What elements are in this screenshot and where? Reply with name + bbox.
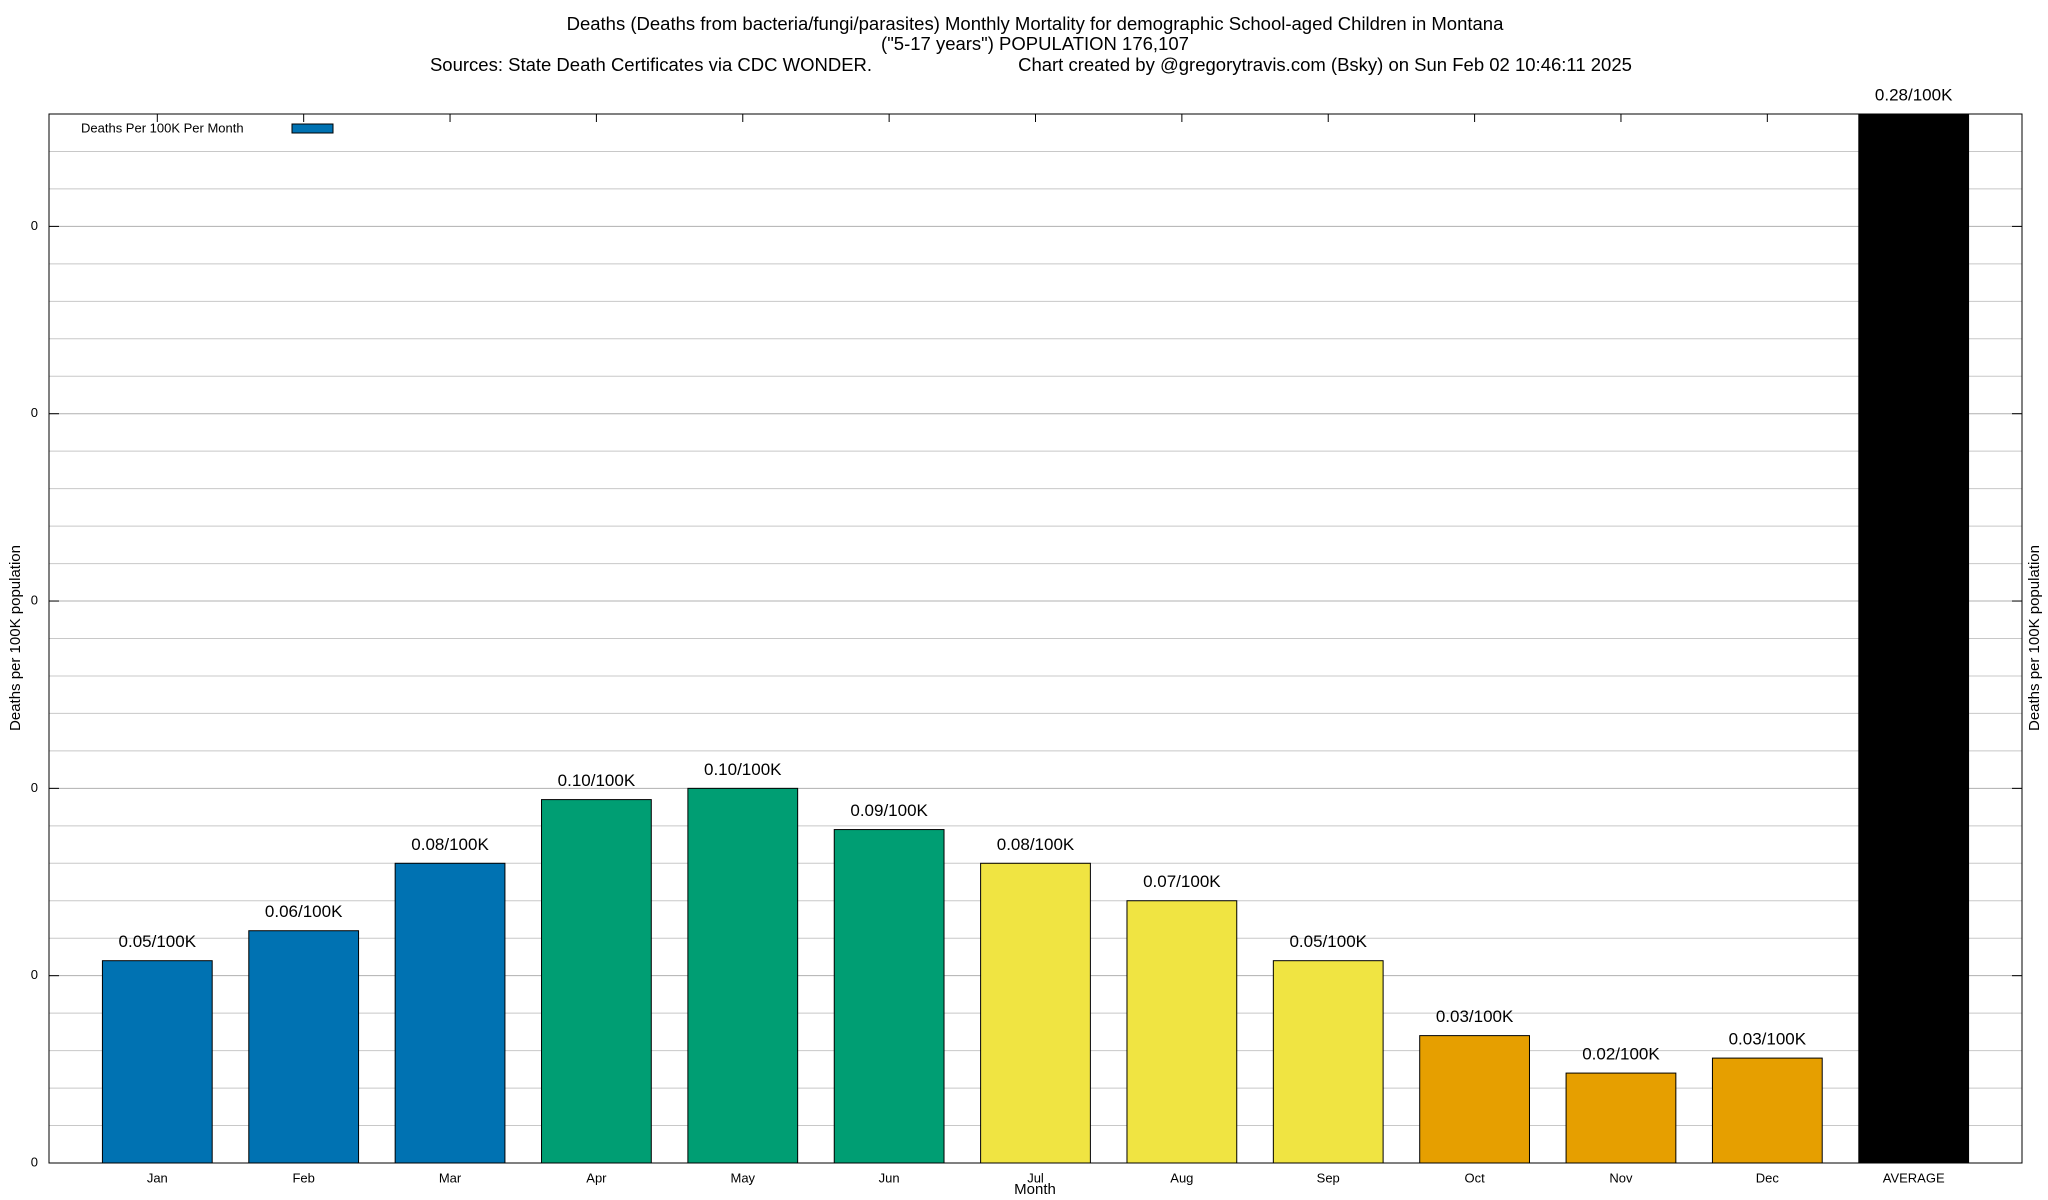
x-tick-label: Jun (879, 1170, 900, 1185)
value-label: 0.06/100K (265, 902, 343, 921)
value-label: 0.03/100K (1436, 1007, 1514, 1026)
value-label: 0.05/100K (1289, 932, 1367, 951)
legend-label: Deaths Per 100K Per Month (81, 120, 244, 135)
value-label: 0.09/100K (850, 801, 928, 820)
value-label: 0.08/100K (411, 835, 489, 854)
bar (687, 787, 799, 1164)
y-tick-label: 0 (31, 218, 38, 233)
x-tick-label: May (730, 1170, 755, 1185)
value-label: 0.10/100K (558, 771, 636, 790)
bar (541, 799, 652, 1164)
value-label: 0.03/100K (1729, 1030, 1807, 1049)
x-tick-label: Apr (586, 1170, 607, 1185)
value-label: 0.10/100K (704, 760, 782, 779)
bar (394, 862, 506, 1164)
legend-swatch (291, 123, 334, 134)
value-label: 0.05/100K (119, 932, 197, 951)
y-tick-label: 0 (31, 405, 38, 420)
chart-title: Deaths (Deaths from bacteria/fungi/paras… (567, 13, 1504, 34)
bar (980, 862, 1091, 1164)
bar (101, 960, 213, 1164)
x-tick-label: Oct (1464, 1170, 1485, 1185)
x-tick-label: AVERAGE (1883, 1170, 1945, 1185)
credit: Chart created by @gregorytravis.com (Bsk… (1018, 54, 1632, 75)
x-tick-label: Jul (1027, 1170, 1044, 1185)
x-tick-label: Feb (292, 1170, 314, 1185)
value-label: 0.28/100K (1875, 85, 1953, 104)
bar (833, 829, 945, 1164)
value-label: 0.07/100K (1143, 872, 1221, 891)
x-tick-label: Jan (147, 1170, 168, 1185)
bar (248, 930, 360, 1164)
x-tick-label: Nov (1609, 1170, 1633, 1185)
y-axis-label: Deaths per 100K population (7, 545, 24, 731)
y-tick-label: 0 (31, 592, 38, 607)
y-tick-label: 0 (31, 780, 38, 795)
y2-axis-label: Deaths per 100K population (2026, 545, 2043, 731)
x-tick-label: Dec (1756, 1170, 1780, 1185)
bar (1419, 1035, 1530, 1164)
x-tick-label: Sep (1317, 1170, 1340, 1185)
value-label: 0.08/100K (997, 835, 1075, 854)
source: Sources: State Death Certificates via CD… (430, 54, 872, 75)
bar (1711, 1057, 1823, 1164)
chart-subtitle: ("5-17 years") POPULATION 176,107 (881, 33, 1189, 54)
bar (1272, 960, 1384, 1164)
y-tick-label: 0 (31, 1154, 38, 1169)
x-tick-label: Aug (1170, 1170, 1193, 1185)
x-axis-label: Month (1014, 1181, 1056, 1198)
bar (1858, 113, 1970, 1164)
bar (1565, 1072, 1677, 1164)
x-tick-label: Mar (439, 1170, 462, 1185)
value-label: 0.02/100K (1582, 1045, 1660, 1064)
bar (1126, 900, 1238, 1164)
y-tick-label: 0 (31, 967, 38, 982)
plot-frame (48, 113, 2023, 1164)
